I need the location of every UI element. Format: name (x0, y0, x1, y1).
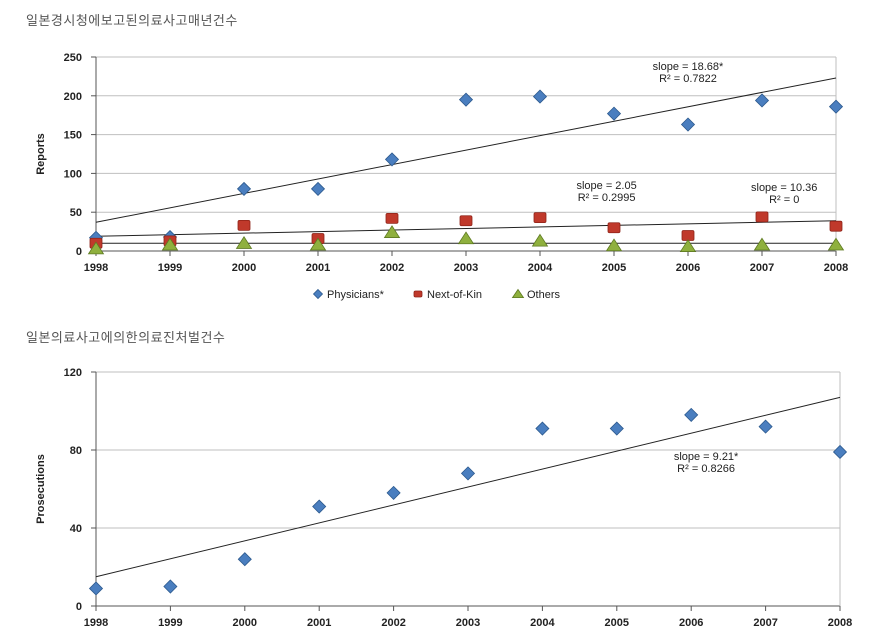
data-point-triangle (511, 288, 525, 299)
x-tick-label: 1999 (158, 617, 182, 629)
data-point-diamond (532, 89, 548, 104)
data-point-diamond (236, 181, 252, 196)
data-point-triangle (87, 241, 105, 255)
y-tick-label: 200 (64, 91, 82, 103)
data-point-diamond (88, 581, 104, 596)
data-point-triangle (457, 231, 475, 245)
chart2-heading: 일본의료사고에의한의료진처벌건수 (26, 331, 226, 346)
data-point-diamond (312, 288, 324, 300)
data-point-triangle (679, 239, 697, 252)
chart1-heading: 일본경시청에보고된의료사고매년건수 (26, 14, 238, 29)
y-tick-label: 0 (76, 601, 82, 613)
x-tick-label: 2007 (753, 617, 777, 629)
x-tick-label: 2008 (828, 617, 852, 629)
data-point-diamond (310, 181, 326, 196)
y-tick-label: 80 (70, 445, 82, 457)
x-tick-label: 2005 (605, 617, 629, 629)
y-tick-label: 40 (70, 523, 82, 535)
y-axis-label: Prosecutions (35, 454, 47, 524)
x-tick-label: 2004 (528, 262, 553, 274)
x-tick-label: 2000 (232, 262, 256, 274)
y-tick-label: 50 (70, 207, 82, 219)
x-tick-label: 2001 (306, 262, 330, 274)
y-tick-label: 100 (64, 168, 82, 180)
data-point-square (607, 222, 621, 234)
chart-2: 0 40 80 120 1998 1999 2000 2001 2002 2003 2004 2005… (35, 367, 852, 629)
x-tick-label: 2003 (454, 262, 478, 274)
y-tick-label: 120 (64, 367, 82, 379)
regression-annotation: R² = 0 (769, 194, 799, 206)
data-point-square (385, 213, 399, 224)
x-tick-label: 2002 (380, 262, 404, 274)
data-point-triangle (753, 237, 771, 251)
regression-annotation: slope = 10.36 (751, 182, 817, 194)
data-point-square (237, 219, 251, 231)
data-point-triangle (161, 237, 179, 251)
y-tick-label: 250 (64, 52, 82, 64)
x-tick-label: 1998 (84, 262, 108, 274)
data-point-diamond (609, 421, 624, 436)
data-point-diamond (754, 93, 770, 108)
regression-annotation: R² = 0.7822 (659, 73, 717, 85)
data-point-square (755, 211, 769, 223)
data-point-triangle (235, 235, 253, 249)
regression-annotation: slope = 18.68* (653, 61, 724, 73)
y-tick-label: 150 (64, 130, 82, 142)
data-point-diamond (163, 579, 178, 594)
data-point-triangle (531, 233, 549, 247)
data-point-square (681, 230, 695, 241)
data-point-diamond (606, 106, 622, 121)
chart-1: 0 50 100 150 200 250 1998 1999 2000 2001 2002 2003 2… (35, 52, 848, 301)
legend: Physicians* Next-of-Kin Others (312, 288, 561, 301)
data-point-diamond (460, 466, 476, 481)
x-tick-label: 1999 (158, 262, 182, 274)
x-tick-label: 1998 (84, 617, 108, 629)
data-point-diamond (832, 444, 848, 460)
x-tick-label: 2005 (602, 262, 626, 274)
trendline (95, 396, 841, 578)
data-point-triangle (383, 225, 401, 238)
data-point-diamond (386, 485, 401, 500)
legend-entry: Physicians* (327, 289, 385, 301)
data-point-square (533, 212, 547, 224)
trendline (95, 77, 837, 223)
x-tick-label: 2008 (824, 262, 848, 274)
x-tick-label: 2004 (530, 617, 555, 629)
y-tick-label: 0 (76, 246, 82, 258)
data-point-square (413, 290, 423, 298)
regression-annotation: slope = 9.21* (674, 451, 739, 463)
regression-annotation: R² = 0.8266 (677, 463, 735, 475)
data-point-diamond (458, 92, 474, 107)
x-tick-label: 2001 (307, 617, 331, 629)
data-point-diamond (680, 117, 696, 132)
x-tick-label: 2006 (676, 262, 700, 274)
x-tick-label: 2006 (679, 617, 703, 629)
regression-annotation: R² = 0.2995 (578, 192, 636, 204)
data-point-diamond (828, 99, 844, 114)
data-point-square (459, 215, 473, 227)
legend-entry: Next-of-Kin (427, 289, 482, 301)
data-point-diamond (237, 552, 252, 567)
data-point-diamond (758, 419, 773, 434)
x-tick-label: 2007 (750, 262, 774, 274)
data-point-diamond (535, 421, 550, 436)
y-axis-label: Reports (35, 133, 47, 175)
trendline (95, 220, 837, 237)
x-tick-label: 2000 (233, 617, 257, 629)
x-tick-label: 2003 (456, 617, 480, 629)
data-point-triangle (827, 237, 845, 251)
x-tick-label: 2002 (381, 617, 405, 629)
data-point-diamond (312, 499, 327, 514)
data-point-square (829, 220, 843, 232)
data-point-triangle (309, 237, 327, 251)
legend-entry: Others (527, 289, 561, 301)
regression-annotation: slope = 2.05 (576, 180, 636, 192)
data-point-diamond (384, 152, 400, 167)
data-point-triangle (605, 238, 623, 252)
data-point-diamond (684, 407, 699, 422)
